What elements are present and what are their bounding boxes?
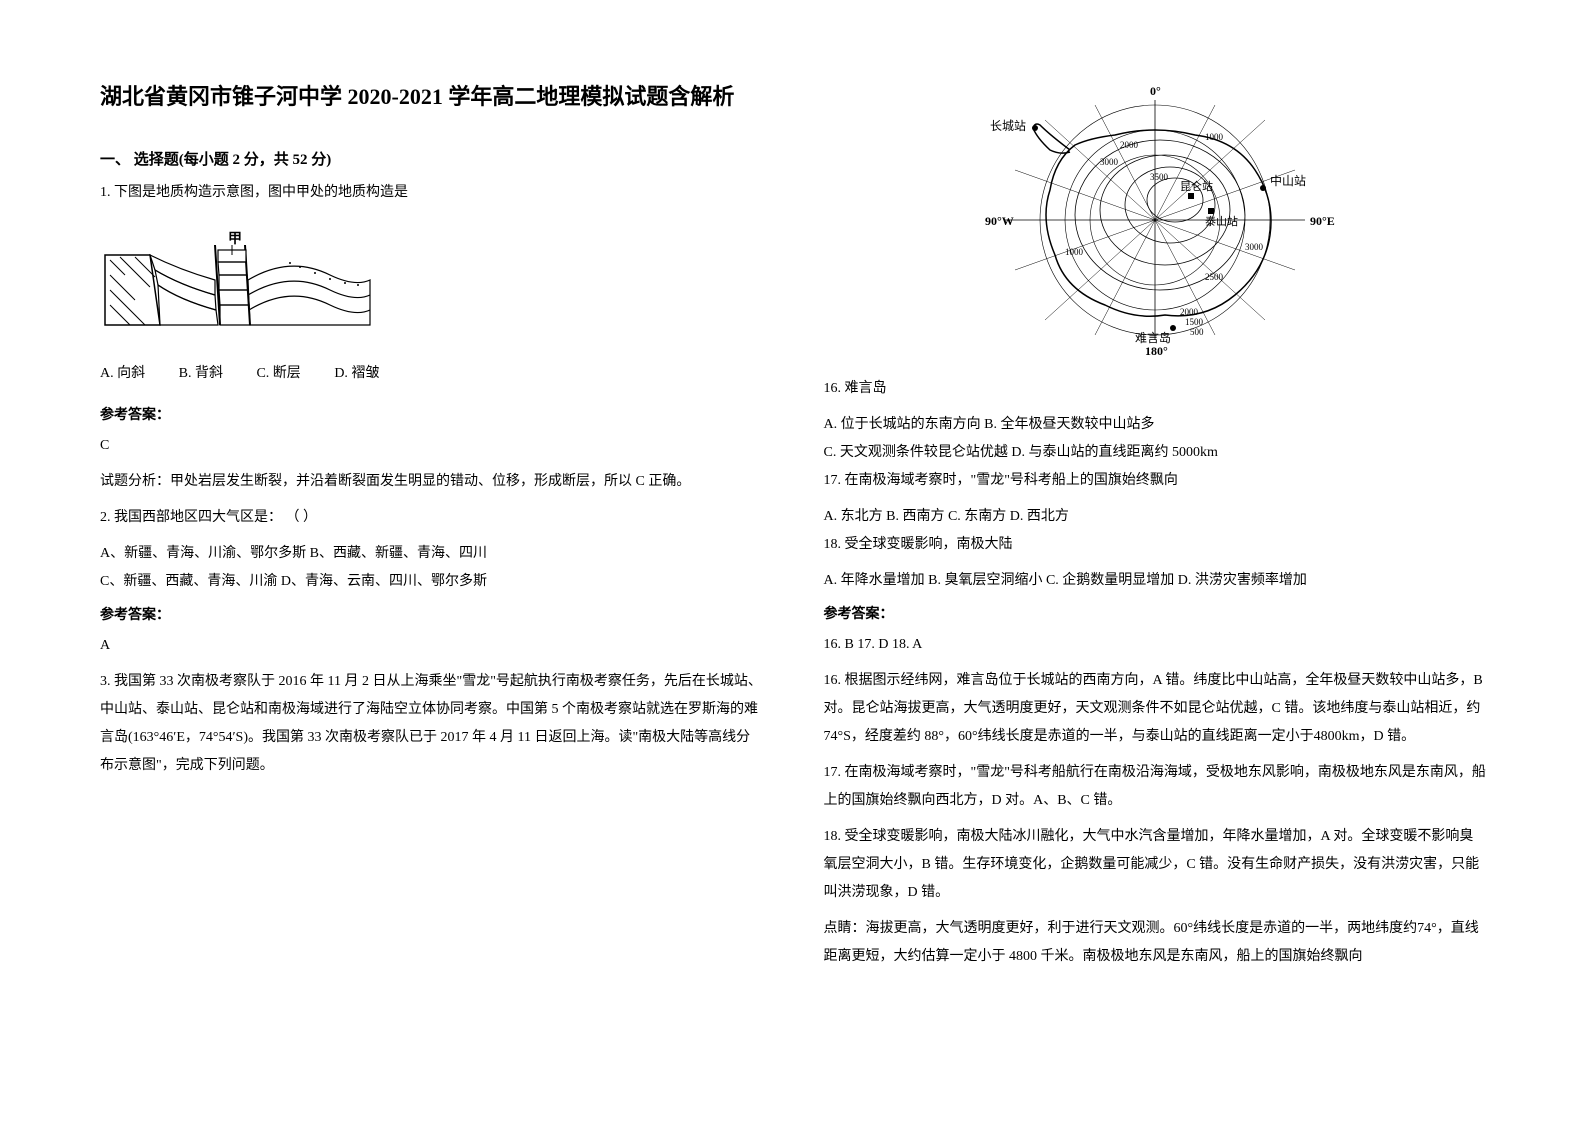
svg-text:泰山站: 泰山站 <box>1205 214 1238 228</box>
q1-options: A. 向斜 B. 背斜 C. 断层 D. 褶皱 <box>100 360 764 388</box>
q2-answer: A <box>100 632 764 660</box>
antarctica-map: 3000 2000 1000 3500 1000 3000 2500 2000 … <box>955 80 1355 360</box>
svg-text:500: 500 <box>1190 327 1204 337</box>
q2-lineA: A、新疆、青海、川渝、鄂尔多斯 B、西藏、新疆、青海、四川 <box>100 540 764 568</box>
svg-text:1000: 1000 <box>1205 132 1224 142</box>
q1-optA: A. 向斜 <box>100 360 145 388</box>
q16-text: 16. 难言岛 <box>824 375 1488 403</box>
q2-answer-label: 参考答案： <box>100 604 764 624</box>
q1-text: 1. 下图是地质构造示意图，图中甲处的地质构造是 <box>100 179 764 207</box>
svg-text:3500: 3500 <box>1150 172 1169 182</box>
exp16: 16. 根据图示经纬网，难言岛位于长城站的西南方向，A 错。纬度比中山站高，全年… <box>824 667 1488 751</box>
svg-text:2000: 2000 <box>1180 307 1199 317</box>
svg-text:0°: 0° <box>1150 84 1161 98</box>
section-header: 一、 选择题(每小题 2 分，共 52 分) <box>100 148 764 169</box>
svg-text:3000: 3000 <box>1245 242 1264 252</box>
q1-answer: C <box>100 432 764 460</box>
q1-answer-label: 参考答案： <box>100 404 764 424</box>
tip: 点睛：海拔更高，大气透明度更好，利于进行天文观测。60°纬线长度是赤道的一半，两… <box>824 915 1488 971</box>
svg-text:3000: 3000 <box>1100 157 1119 167</box>
svg-text:2500: 2500 <box>1205 272 1224 282</box>
answers2-label: 参考答案： <box>824 603 1488 623</box>
geology-label: 甲 <box>228 231 242 247</box>
q1-optD: D. 褶皱 <box>334 360 379 388</box>
answers2-line: 16. B 17. D 18. A <box>824 631 1488 659</box>
svg-text:长城站: 长城站 <box>990 119 1026 133</box>
svg-text:180°: 180° <box>1145 344 1168 358</box>
svg-text:2000: 2000 <box>1120 140 1139 150</box>
geology-diagram-container: 甲 <box>100 225 764 350</box>
exp17: 17. 在南极海域考察时，"雪龙"号科考船航行在南极沿海海域，受极地东风影响，南… <box>824 759 1488 815</box>
exp18: 18. 受全球变暖影响，南极大陆冰川融化，大气中水汽含量增加，年降水量增加，A … <box>824 823 1488 907</box>
svg-text:1000: 1000 <box>1065 247 1084 257</box>
right-column: 3000 2000 1000 3500 1000 3000 2500 2000 … <box>824 80 1488 1042</box>
q2-text: 2. 我国西部地区四大气区是： （ ） <box>100 504 764 532</box>
q1-explanation: 试题分析：甲处岩层发生断裂，并沿着断裂面发生明显的错动、位移，形成断层，所以 C… <box>100 468 764 496</box>
q3-text: 3. 我国第 33 次南极考察队于 2016 年 11 月 2 日从上海乘坐"雪… <box>100 668 764 780</box>
q16-lineB: C. 天文观测条件较昆仑站优越 D. 与泰山站的直线距离约 5000km <box>824 439 1488 467</box>
q16-lineA: A. 位于长城站的东南方向 B. 全年极昼天数较中山站多 <box>824 411 1488 439</box>
svg-text:昆仑站: 昆仑站 <box>1180 179 1213 193</box>
exam-title: 湖北省黄冈市锥子河中学 2020-2021 学年高二地理模拟试题含解析 <box>100 80 764 113</box>
q18-options: A. 年降水量增加 B. 臭氧层空洞缩小 C. 企鹅数量明显增加 D. 洪涝灾害… <box>824 567 1488 595</box>
q17-text: 17. 在南极海域考察时，"雪龙"号科考船上的国旗始终飘向 <box>824 467 1488 495</box>
svg-text:难言岛: 难言岛 <box>1135 330 1171 345</box>
svg-text:中山站: 中山站 <box>1270 173 1306 188</box>
svg-text:90°W: 90°W <box>985 214 1014 228</box>
q2-lineB: C、新疆、西藏、青海、川渝 D、青海、云南、四川、鄂尔多斯 <box>100 568 764 596</box>
q1-optC: C. 断层 <box>256 360 300 388</box>
q1-optB: B. 背斜 <box>179 360 223 388</box>
geology-diagram: 甲 <box>100 225 380 345</box>
svg-text:90°E: 90°E <box>1310 214 1335 228</box>
svg-text:1500: 1500 <box>1185 317 1204 327</box>
q18-text: 18. 受全球变暖影响，南极大陆 <box>824 531 1488 559</box>
left-column: 湖北省黄冈市锥子河中学 2020-2021 学年高二地理模拟试题含解析 一、 选… <box>100 80 764 1042</box>
q17-options: A. 东北方 B. 西南方 C. 东南方 D. 西北方 <box>824 503 1488 531</box>
